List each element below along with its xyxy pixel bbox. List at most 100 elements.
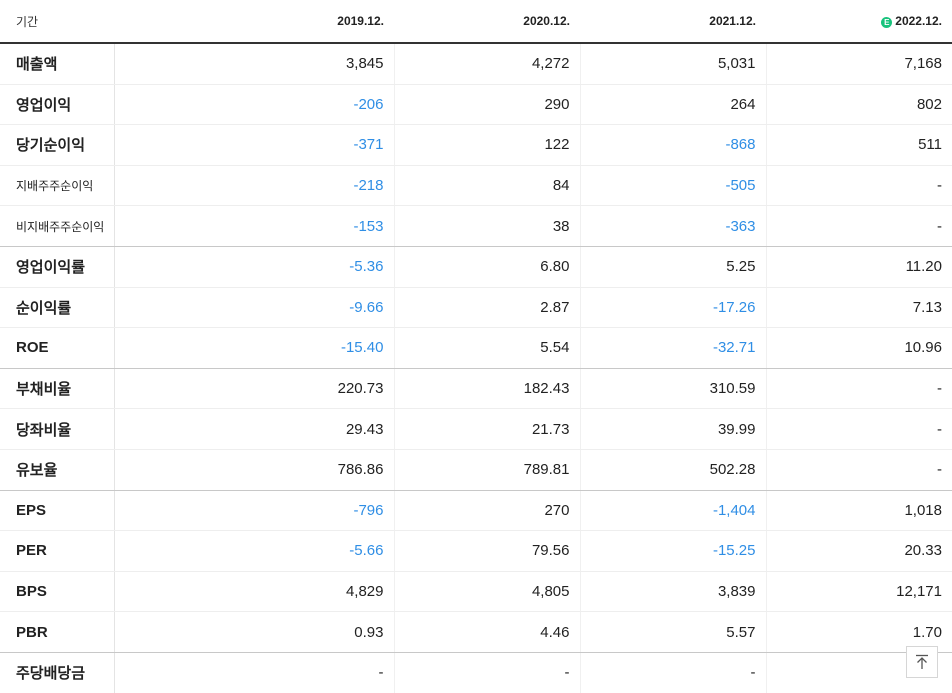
table-cell: 122 xyxy=(394,124,581,166)
table-cell: - xyxy=(766,449,952,491)
table-cell: 290 xyxy=(394,84,581,126)
year-header-2022-label: 2022.12. xyxy=(895,14,942,28)
period-header: 기간 xyxy=(0,0,114,44)
table-row: PBR 0.93 4.46 5.57 1.70 xyxy=(0,611,952,653)
table-row: 영업이익 -206 290 264 802 xyxy=(0,84,952,126)
table-cell: -1,404 xyxy=(580,490,767,532)
table-cell: - xyxy=(766,368,952,410)
row-label: BPS xyxy=(0,571,115,613)
table-cell: -363 xyxy=(580,205,767,247)
table-cell: - xyxy=(394,652,581,693)
table-cell: 1,018 xyxy=(766,490,952,532)
table-row: 당좌비율 29.43 21.73 39.99- xyxy=(0,408,952,450)
table-cell: -153 xyxy=(114,205,395,247)
arrow-up-icon xyxy=(916,654,928,669)
row-label: 부채비율 xyxy=(0,368,115,410)
table-cell: 12,171 xyxy=(766,571,952,613)
year-header-2020: 2020.12. xyxy=(394,0,580,44)
table-cell: - xyxy=(766,165,952,207)
table-row: 비지배주주순이익 -153 38 -363- xyxy=(0,205,952,247)
year-header-2021: 2021.12. xyxy=(580,0,766,44)
table-cell: -17.26 xyxy=(580,287,767,329)
table-cell: 310.59 xyxy=(580,368,767,410)
table-row: BPS 4,829 4,805 3,839 12,171 xyxy=(0,571,952,613)
table-row: 부채비율 220.73 182.43 310.59- xyxy=(0,368,952,410)
table-row: 당기순이익 -371 122 -868 511 xyxy=(0,124,952,166)
table-cell: 789.81 xyxy=(394,449,581,491)
estimate-icon: E xyxy=(881,17,893,28)
row-label: 당좌비율 xyxy=(0,408,115,450)
table-cell: - xyxy=(766,205,952,247)
scroll-to-top-button[interactable] xyxy=(906,646,938,678)
row-label: 영업이익 xyxy=(0,84,115,126)
table-row: 순이익률 -9.66 2.87 -17.26 7.13 xyxy=(0,287,952,329)
table-cell: 79.56 xyxy=(394,530,581,572)
table-cell: -15.25 xyxy=(580,530,767,572)
table-cell: 20.33 xyxy=(766,530,952,572)
table-cell: - xyxy=(580,652,767,693)
row-label: 영업이익률 xyxy=(0,246,115,288)
table-row: PER -5.66 79.56 -15.25 20.33 xyxy=(0,530,952,572)
table-cell: 5.57 xyxy=(580,611,767,653)
table-cell: - xyxy=(114,652,395,693)
table-cell: 4,805 xyxy=(394,571,581,613)
table-cell: 5.25 xyxy=(580,246,767,288)
table-cell: 84 xyxy=(394,165,581,207)
table-cell: -5.66 xyxy=(114,530,395,572)
table-cell: 4,272 xyxy=(394,43,581,85)
table-cell: 7,168 xyxy=(766,43,952,85)
table-cell: -5.36 xyxy=(114,246,395,288)
table-cell: 0.93 xyxy=(114,611,395,653)
table-cell: -868 xyxy=(580,124,767,166)
table-cell: 7.13 xyxy=(766,287,952,329)
header-row: 기간 2019.12. 2020.12. 2021.12. E 2022.12. xyxy=(0,0,952,44)
table-cell: 4.46 xyxy=(394,611,581,653)
table-cell: -15.40 xyxy=(114,327,395,369)
row-label: 매출액 xyxy=(0,43,115,85)
table-cell: 270 xyxy=(394,490,581,532)
row-label: 당기순이익 xyxy=(0,124,115,166)
table-cell: 6.80 xyxy=(394,246,581,288)
table-cell: 802 xyxy=(766,84,952,126)
table-row: 매출액 3,845 4,272 5,031 7,168 xyxy=(0,43,952,85)
table-cell: - xyxy=(766,408,952,450)
row-label: EPS xyxy=(0,490,115,532)
year-header-2019: 2019.12. xyxy=(114,0,394,44)
table-row: 유보율 786.86 789.81 502.28- xyxy=(0,449,952,491)
table-cell: 264 xyxy=(580,84,767,126)
table-cell: 3,845 xyxy=(114,43,395,85)
table-cell: 511 xyxy=(766,124,952,166)
table-cell: 39.99 xyxy=(580,408,767,450)
table-cell: 10.96 xyxy=(766,327,952,369)
row-label: 주당배당금 xyxy=(0,652,115,693)
row-label: PER xyxy=(0,530,115,572)
table-row: 주당배당금 - - - xyxy=(0,652,952,693)
year-header-2022: E 2022.12. xyxy=(766,0,952,44)
table-cell: -218 xyxy=(114,165,395,207)
table-cell: -206 xyxy=(114,84,395,126)
table-cell: 29.43 xyxy=(114,408,395,450)
row-label: PBR xyxy=(0,611,115,653)
row-label: 유보율 xyxy=(0,449,115,491)
table-row: 지배주주순이익 -218 84 -505- xyxy=(0,165,952,207)
row-label: ROE xyxy=(0,327,115,369)
table-cell: 5.54 xyxy=(394,327,581,369)
table-row: EPS -796 270 -1,404 1,018 xyxy=(0,490,952,532)
table-cell: 786.86 xyxy=(114,449,395,491)
table-cell: -796 xyxy=(114,490,395,532)
table-cell: 2.87 xyxy=(394,287,581,329)
table-cell: 5,031 xyxy=(580,43,767,85)
table-cell: -9.66 xyxy=(114,287,395,329)
table-row: ROE -15.40 5.54 -32.71 10.96 xyxy=(0,327,952,369)
table-cell: -32.71 xyxy=(580,327,767,369)
table-row: 영업이익률 -5.36 6.80 5.25 11.20 xyxy=(0,246,952,288)
table-cell: 38 xyxy=(394,205,581,247)
table-cell: 4,829 xyxy=(114,571,395,613)
table-cell: 3,839 xyxy=(580,571,767,613)
table-cell: 182.43 xyxy=(394,368,581,410)
table-cell: 11.20 xyxy=(766,246,952,288)
row-label: 순이익률 xyxy=(0,287,115,329)
table-cell: 502.28 xyxy=(580,449,767,491)
row-label: 지배주주순이익 xyxy=(0,165,115,207)
table-cell: -371 xyxy=(114,124,395,166)
